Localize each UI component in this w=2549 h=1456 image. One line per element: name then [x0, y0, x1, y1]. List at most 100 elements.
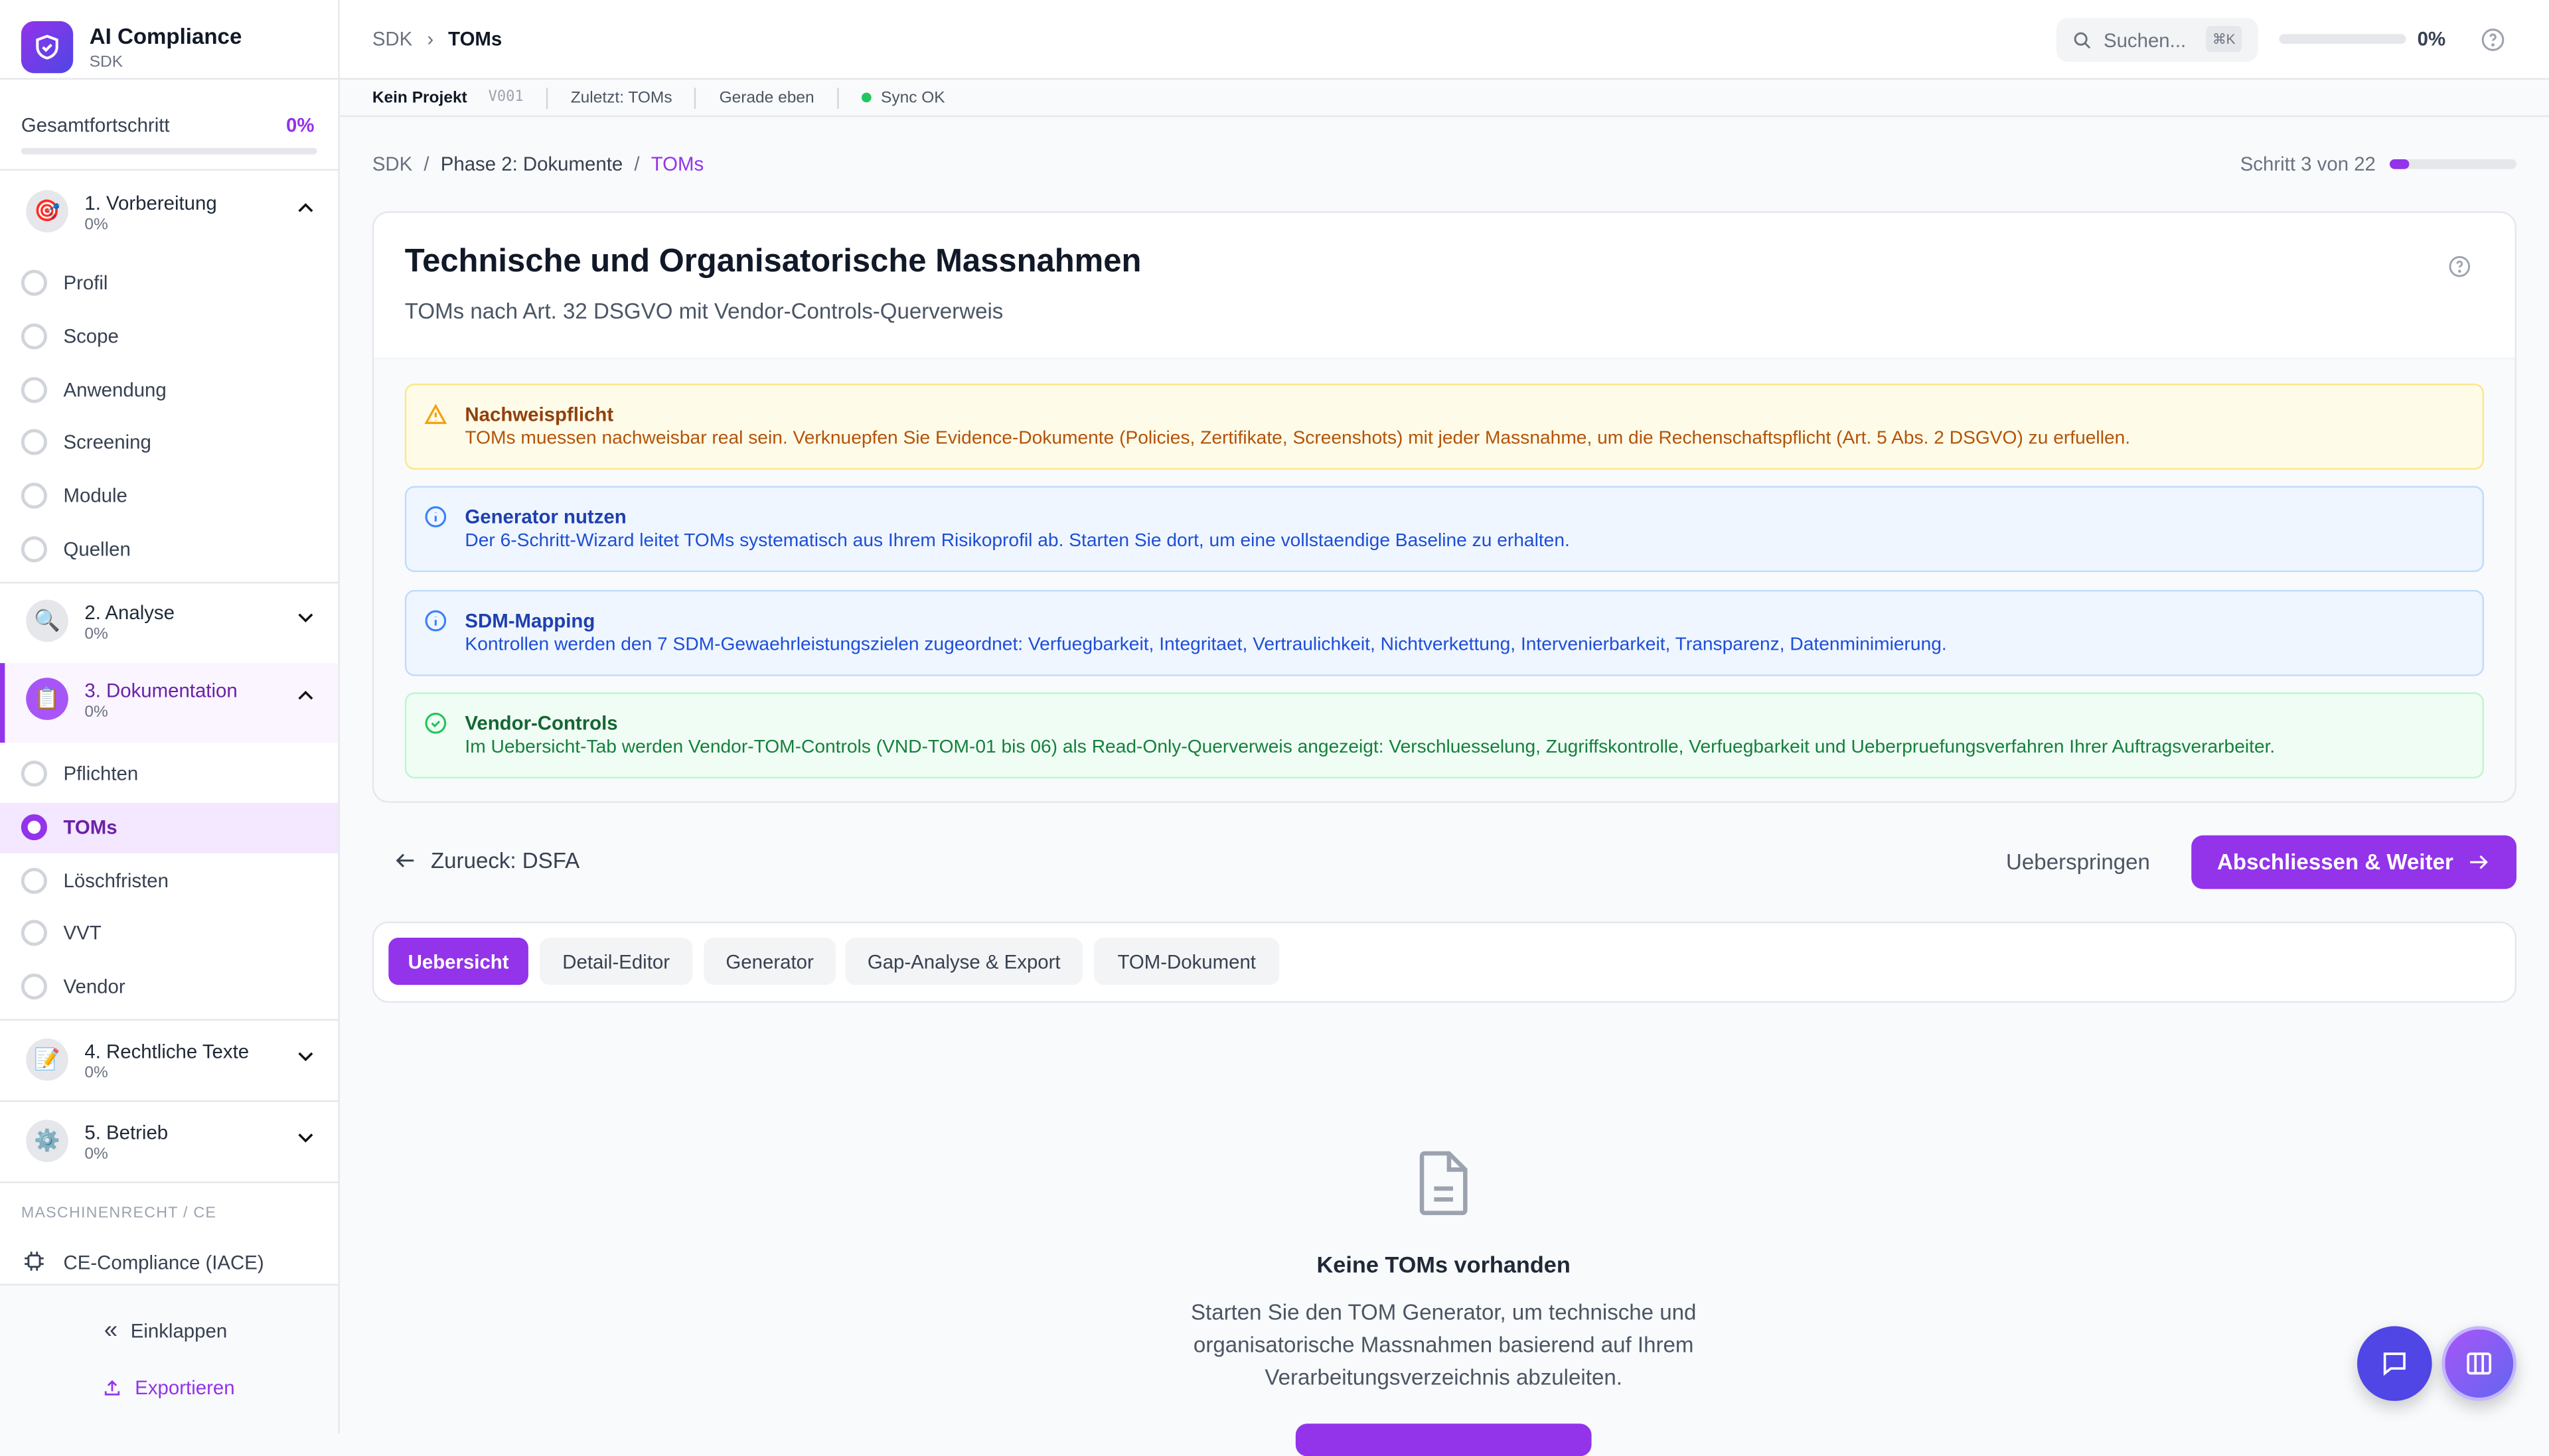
sidebar-section-analyse[interactable]: 🔍 2. Analyse 0% [0, 585, 338, 664]
app-title: AI Compliance [89, 24, 242, 49]
page-subtitle: TOMs nach Art. 32 DSGVO mit Vendor-Contr… [404, 299, 1004, 324]
item-label: Anwendung [63, 378, 167, 401]
tab-generator[interactable]: Generator [704, 938, 836, 985]
sidebar-section-rechtliche-texte[interactable]: 📝 4. Rechtliche Texte 0% [0, 1024, 338, 1102]
collapse-label: Einklappen [130, 1319, 228, 1342]
step-progress-fill [2390, 159, 2410, 169]
top-progress-bar [2279, 34, 2406, 44]
sidebar-item-pflichten[interactable]: Pflichten [0, 749, 338, 798]
item-label: Screening [63, 430, 151, 454]
top-breadcrumb: SDK › TOMs [372, 28, 502, 50]
chip-icon [25, 1252, 44, 1271]
back-label: Zurueck: DSFA [430, 848, 580, 873]
check-circle-icon [425, 712, 447, 734]
status-bar: Kein Projekt V001 Zuletzt: TOMs Gerade e… [339, 80, 2549, 117]
sidebar-item-vendor[interactable]: Vendor [0, 962, 338, 1011]
sidebar-section-vorbereitung[interactable]: 🎯 1. Vorbereitung 0% [0, 175, 338, 254]
section-label: 1. Vorbereitung [84, 191, 217, 215]
sidebar-item-scope[interactable]: Scope [0, 312, 338, 360]
chevron-down-icon [298, 1052, 313, 1062]
section-progress: 0% [84, 703, 108, 722]
item-label: Pflichten [63, 762, 139, 785]
section-label: 4. Rechtliche Texte [84, 1040, 250, 1063]
tab-uebersicht[interactable]: Uebersicht [388, 938, 528, 985]
panel-toggle-button[interactable] [2441, 1326, 2517, 1402]
complete-next-button[interactable]: Abschliessen & Weiter [2191, 835, 2517, 889]
alert-title: Nachweispflicht [465, 403, 614, 426]
sidebar-item-anwendung[interactable]: Anwendung [0, 366, 338, 414]
sidebar-item-screening[interactable]: Screening [0, 417, 338, 466]
sync-dot-icon [861, 92, 872, 103]
search-placeholder: Suchen... [2103, 29, 2187, 52]
alert-sdm-mapping: SDM-Mapping Kontrollen werden den 7 SDM-… [404, 589, 2485, 676]
sidebar-item-toms[interactable]: TOMs [0, 802, 339, 853]
section-progress: 0% [84, 1145, 108, 1164]
crumb-current: TOMs [448, 27, 502, 50]
item-label: CE-Compliance (IACE) [63, 1251, 264, 1275]
crumb[interactable]: Phase 2: Dokumente [440, 153, 623, 176]
section-label: 3. Dokumentation [84, 679, 238, 702]
section-progress: 0% [84, 625, 108, 644]
chat-button[interactable] [2357, 1326, 2432, 1402]
radio-icon [21, 482, 48, 509]
overall-progress-bar [21, 147, 317, 155]
crumb-current: TOMs [651, 153, 704, 176]
empty-title: Keine TOMs vorhanden [1316, 1251, 1571, 1277]
app-logo [21, 21, 74, 74]
chevron-up-icon [298, 203, 313, 212]
alert-body: Im Uebersicht-Tab werden Vendor-TOM-Cont… [465, 737, 2276, 758]
tab-gap-analyse[interactable]: Gap-Analyse & Export [845, 938, 1083, 985]
tab-detail-editor[interactable]: Detail-Editor [540, 938, 693, 985]
sidebar-footer [0, 1283, 339, 1434]
alert-body: Kontrollen werden den 7 SDM-Gewaehrleist… [465, 635, 1947, 655]
collapse-button[interactable]: « Einklappen [104, 1317, 227, 1345]
alert-body: TOMs muessen nachweisbar real sein. Verk… [465, 429, 2131, 449]
item-label: VVT [63, 921, 102, 944]
radio-icon [21, 429, 48, 455]
crumb-sdk[interactable]: SDK [372, 27, 413, 50]
sidebar-item-ce-compliance[interactable]: CE-Compliance (IACE) [0, 1238, 338, 1287]
alert-title: Vendor-Controls [465, 711, 618, 735]
sidebar-item-profil[interactable]: Profil [0, 258, 338, 307]
pencil-icon: 📝 [26, 1038, 68, 1081]
back-button[interactable]: Zurueck: DSFA [394, 848, 579, 873]
page-title: Technische und Organisatorische Massnahm… [404, 244, 1142, 280]
section-label: 2. Analyse [84, 601, 175, 624]
breadcrumb: SDK / Phase 2: Dokumente / TOMs [372, 153, 704, 175]
search-input[interactable]: Suchen... ⌘K [2056, 17, 2258, 62]
top-progress-value: 0% [2417, 27, 2446, 50]
sidebar-item-quellen[interactable]: Quellen [0, 525, 338, 573]
document-icon [1419, 1151, 1468, 1216]
group-label: MASCHINENRECHT / CE [21, 1204, 217, 1222]
item-label: Scope [63, 325, 119, 348]
tabs-bar [372, 921, 2517, 1003]
shortcut-badge: ⌘K [2206, 26, 2242, 52]
info-icon [425, 506, 447, 528]
section-progress: 0% [84, 216, 108, 234]
divider [694, 87, 697, 108]
skip-button[interactable]: Ueberspringen [2006, 849, 2150, 875]
sidebar-item-module[interactable]: Module [0, 471, 338, 520]
export-button[interactable]: Exportieren [102, 1376, 235, 1400]
radio-icon [21, 377, 48, 403]
sidebar-item-loeschfristen[interactable]: Löschfristen [0, 857, 338, 905]
sidebar-section-betrieb[interactable]: ⚙️ 5. Betrieb 0% [0, 1105, 338, 1183]
help-icon[interactable] [2448, 255, 2471, 277]
help-icon[interactable] [2481, 28, 2505, 52]
shield-check-icon [36, 35, 58, 60]
radio-selected-icon [21, 814, 48, 841]
item-label: Module [63, 484, 127, 508]
columns-icon [2467, 1352, 2492, 1375]
export-label: Exportieren [135, 1376, 235, 1400]
sidebar-section-dokumentation[interactable]: 📋 3. Dokumentation 0% [0, 663, 339, 743]
empty-description: Starten Sie den TOM Generator, um techni… [956, 1297, 1931, 1394]
section-progress: 0% [84, 1064, 108, 1083]
sidebar-item-vvt[interactable]: VVT [0, 909, 338, 957]
tab-tom-dokument[interactable]: TOM-Dokument [1094, 938, 1280, 985]
crumb[interactable]: SDK [372, 153, 413, 176]
radio-icon [21, 761, 48, 787]
divider [836, 87, 839, 108]
project-label: Kein Projekt [372, 88, 467, 107]
step-label: Schritt 3 von 22 [2240, 153, 2376, 176]
start-generator-button[interactable] [1295, 1423, 1592, 1456]
